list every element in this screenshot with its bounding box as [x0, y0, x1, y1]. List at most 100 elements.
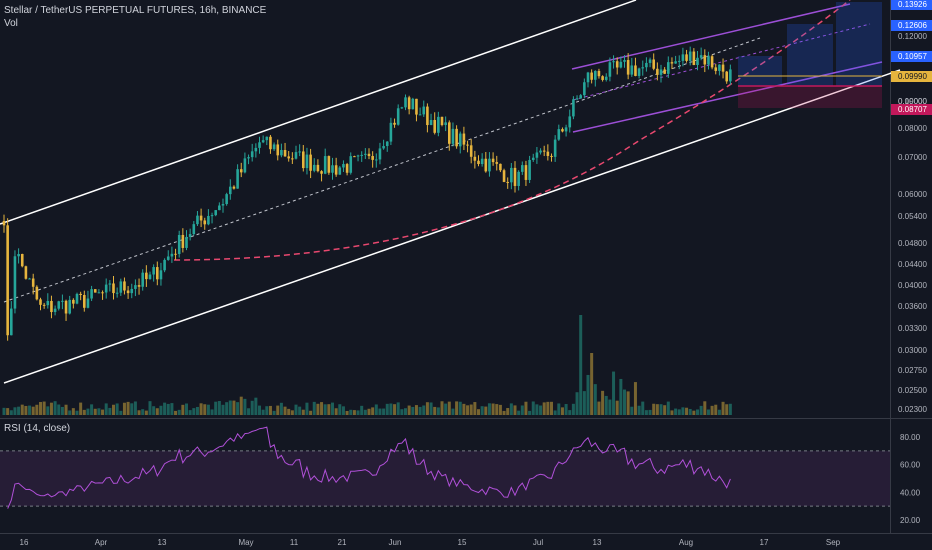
volume-bar: [236, 402, 240, 415]
price-tick-label: 0.02500: [898, 386, 927, 395]
candle-body: [714, 67, 718, 71]
candle-body: [458, 133, 462, 147]
volume-bar: [305, 402, 309, 415]
candle-body: [378, 148, 382, 160]
volume-bar: [93, 408, 97, 415]
volume-bar: [163, 402, 167, 415]
volume-bar: [455, 401, 459, 415]
volume-bar: [2, 407, 6, 415]
volume-bar: [243, 398, 247, 415]
volume-bar: [604, 395, 608, 415]
candle-body: [422, 106, 426, 115]
candle-body: [670, 62, 674, 64]
candle-body: [630, 65, 634, 75]
candle-body: [634, 65, 637, 76]
candle-body: [557, 129, 561, 140]
candle-body: [42, 304, 46, 306]
price-tick-label: 0.06000: [898, 190, 927, 199]
volume-bar: [703, 401, 707, 415]
candle-body: [674, 61, 677, 64]
candle-body: [513, 167, 517, 186]
volume-bar: [404, 408, 407, 415]
candle-body: [688, 51, 692, 61]
candle-body: [75, 293, 79, 304]
volume-bar: [367, 408, 371, 415]
volume-bar: [641, 401, 645, 415]
candle-body: [663, 69, 666, 74]
candle-body: [685, 54, 688, 61]
volume-bar: [239, 396, 243, 415]
target-box-2: [787, 24, 833, 86]
candle-body: [415, 98, 418, 115]
volume-bar: [447, 401, 451, 415]
candle-body: [101, 292, 104, 294]
candle-body: [521, 165, 524, 172]
volume-bar: [214, 401, 218, 415]
price-tick-label: 0.08000: [898, 124, 927, 133]
price-badge-label: 0.09990: [898, 72, 927, 81]
drawings: [0, 0, 901, 384]
volume-bar: [513, 405, 517, 415]
candle-body: [579, 95, 582, 99]
volume-bar: [626, 391, 630, 415]
candle-body: [721, 64, 725, 72]
candle-body: [729, 69, 732, 82]
volume-bar: [725, 404, 729, 415]
volume-bar: [524, 401, 528, 415]
volume-bar: [290, 410, 294, 415]
candle-body: [247, 157, 250, 159]
volume-bar: [371, 407, 375, 415]
time-tick-label: 15: [458, 538, 467, 547]
candle-body: [506, 181, 509, 183]
volume-bar: [469, 404, 473, 415]
price-tick-label: 0.03600: [898, 302, 927, 311]
volume-bar: [597, 401, 601, 415]
volume-bar: [185, 403, 188, 415]
candle-body: [491, 158, 495, 163]
candle-body: [535, 152, 539, 158]
candle-body: [725, 71, 728, 82]
volume-bar: [696, 409, 699, 415]
candle-body: [546, 151, 550, 156]
volume-bar: [491, 403, 495, 415]
candle-body: [389, 122, 393, 142]
volume-bar: [334, 408, 338, 415]
volume-bar: [279, 402, 283, 415]
volume-bar: [418, 406, 422, 415]
parabolic-curve: [173, 0, 851, 261]
candle-body: [156, 267, 159, 280]
volume-bar: [608, 399, 612, 415]
volume-bar: [480, 406, 484, 415]
volume-bar: [24, 405, 28, 415]
time-tick-label: 16: [20, 538, 29, 547]
candle-body: [203, 220, 207, 225]
volume-bar: [112, 404, 115, 415]
volume-bar: [637, 405, 641, 415]
volume-bar: [451, 408, 455, 415]
candle-body: [229, 186, 232, 195]
candle-body: [221, 204, 225, 206]
volume-bar: [265, 406, 269, 415]
volume-bar: [710, 405, 714, 415]
volume-bar: [400, 409, 404, 415]
volume-bar: [39, 402, 42, 415]
candle-body: [404, 97, 407, 108]
volume-bar: [601, 390, 605, 415]
volume-bar: [90, 404, 94, 415]
candle-body: [451, 128, 455, 144]
candle-body: [349, 156, 353, 173]
candle-body: [214, 210, 217, 216]
candle-body: [645, 62, 648, 68]
candle-body: [239, 169, 243, 173]
volume-bar: [133, 401, 137, 415]
volume-bar: [64, 404, 68, 415]
volume-bar: [298, 406, 302, 415]
volume-bar: [557, 403, 561, 415]
volume-bar: [692, 410, 696, 415]
volume-bar: [272, 410, 276, 415]
volume-bar: [276, 405, 280, 415]
price-badge-label: 0.13926: [898, 0, 927, 9]
candle-body: [97, 292, 101, 294]
volume-bar: [630, 406, 634, 415]
